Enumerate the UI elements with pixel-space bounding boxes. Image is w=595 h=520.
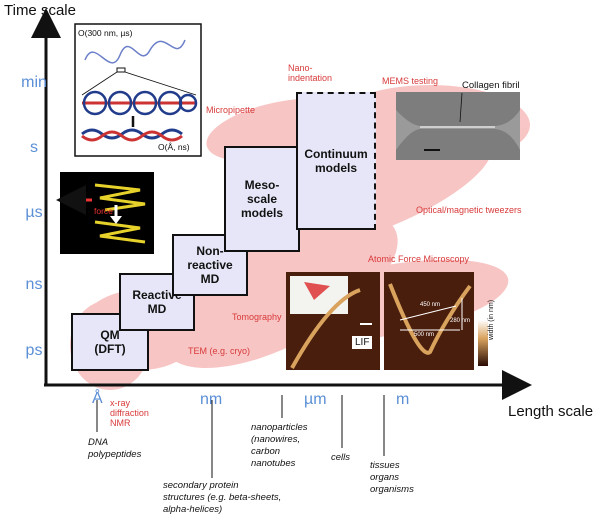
force-label: force <box>94 206 113 216</box>
afm-scale-label: width (in nm) <box>488 299 495 340</box>
polymer-inset-drawing <box>74 23 202 157</box>
polymer-top-label: O(300 nm, µs) <box>78 28 133 38</box>
label-nanoindentation: Nano- indentation <box>288 63 333 83</box>
example-nanoparticles: nanoparticles (nanowires, carbon nanotub… <box>251 422 308 469</box>
y-tick-ns: ns <box>25 276 43 293</box>
label-afm: Atomic Force Microscopy <box>368 254 470 264</box>
y-axis-title: Time scale <box>4 2 76 19</box>
label-tem: TEM (e.g. cryo) <box>188 346 251 356</box>
lif-label: LIF <box>352 336 373 349</box>
model-nonreactive-md: Non- reactive MD <box>172 234 248 296</box>
x-axis-title: Length scale <box>508 403 594 420</box>
label-tweezers: Optical/magnetic tweezers <box>416 205 522 215</box>
y-tick-s: s <box>30 139 38 156</box>
x-tick-m: m <box>396 391 410 408</box>
example-dna: DNA polypeptides <box>88 437 142 460</box>
y-tick-ps: ps <box>25 342 43 359</box>
model-continuum: Continuum models <box>296 92 376 230</box>
label-xray: x-ray diffraction NMR <box>110 398 149 428</box>
example-cells: cells <box>331 452 351 463</box>
afm-inset-drawing <box>286 272 488 370</box>
afm-measure-2: 500 nm <box>414 332 435 338</box>
x-tick-angstrom: Å <box>92 390 103 407</box>
example-secondary: secondary protein structures (e.g. beta-… <box>163 480 282 515</box>
force-inset-drawing <box>56 172 154 254</box>
label-mems: MEMS testing <box>382 76 439 86</box>
model-mesoscale: Meso- scale models <box>224 146 300 252</box>
x-tick-nm: nm <box>200 391 223 408</box>
collagen-inset-drawing <box>396 92 520 160</box>
collagen-label: Collagen fibril <box>462 80 520 91</box>
afm-measure-3: 280 nm <box>450 318 471 324</box>
tomography-region <box>162 212 398 368</box>
y-tick-min: min <box>21 74 47 91</box>
x-tick-um: µm <box>304 391 327 408</box>
label-micropipette: Micropipette <box>206 105 256 115</box>
afm-measure-1: 450 nm <box>420 302 441 308</box>
label-tomography: Tomography <box>232 312 282 322</box>
polymer-bottom-label: O(Å, ns) <box>158 142 190 152</box>
example-tissues: tissues organs organisms <box>370 460 414 495</box>
y-tick-us: µs <box>25 204 43 221</box>
